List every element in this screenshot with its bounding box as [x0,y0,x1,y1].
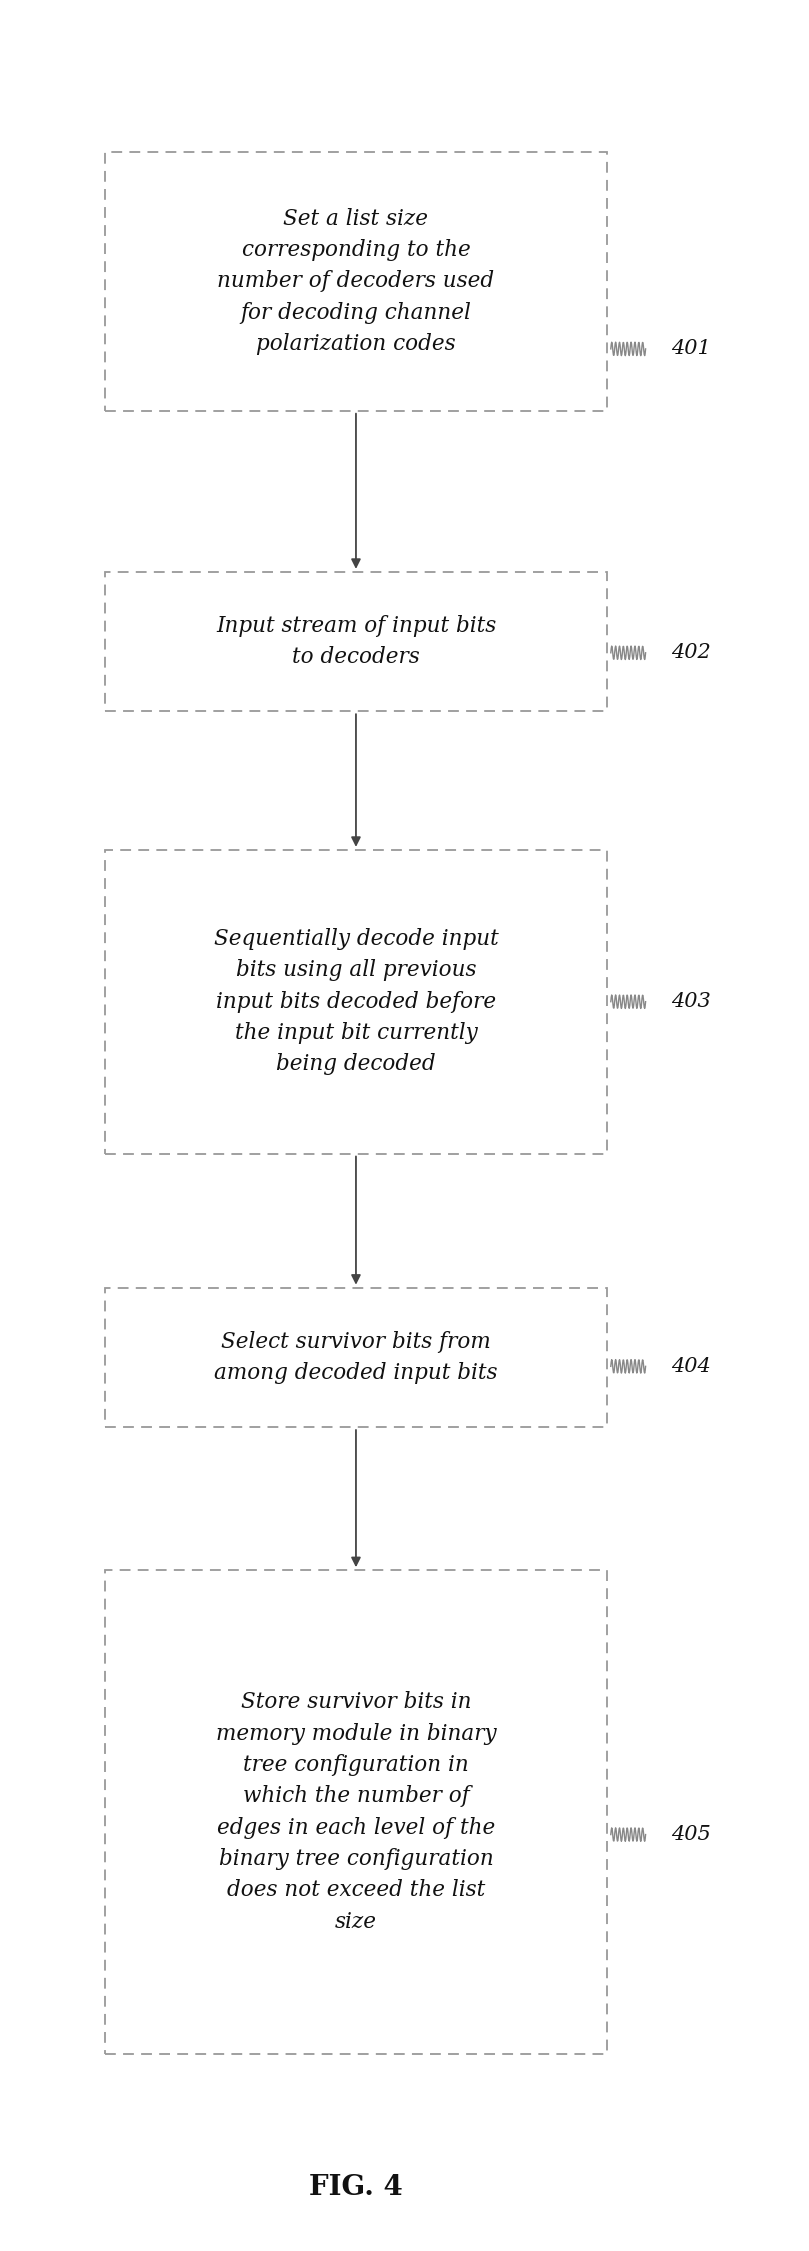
Text: 405: 405 [671,1826,711,1844]
Text: Set a list size
corresponding to the
number of decoders used
for decoding channe: Set a list size corresponding to the num… [218,207,494,356]
Text: Store survivor bits in
memory module in binary
tree configuration in
which the n: Store survivor bits in memory module in … [216,1691,496,1934]
FancyBboxPatch shape [105,849,607,1153]
Text: 401: 401 [671,340,711,358]
Text: Sequentially decode input
bits using all previous
input bits decoded before
the : Sequentially decode input bits using all… [214,927,498,1076]
FancyBboxPatch shape [105,1571,607,2053]
Text: 404: 404 [671,1357,711,1375]
FancyBboxPatch shape [105,153,607,410]
Text: Select survivor bits from
among decoded input bits: Select survivor bits from among decoded … [214,1330,498,1384]
FancyBboxPatch shape [105,572,607,711]
FancyBboxPatch shape [105,1288,607,1427]
Text: FIG. 4: FIG. 4 [309,2174,403,2201]
Text: 403: 403 [671,993,711,1011]
Text: Input stream of input bits
to decoders: Input stream of input bits to decoders [216,615,496,669]
Text: 402: 402 [671,644,711,662]
